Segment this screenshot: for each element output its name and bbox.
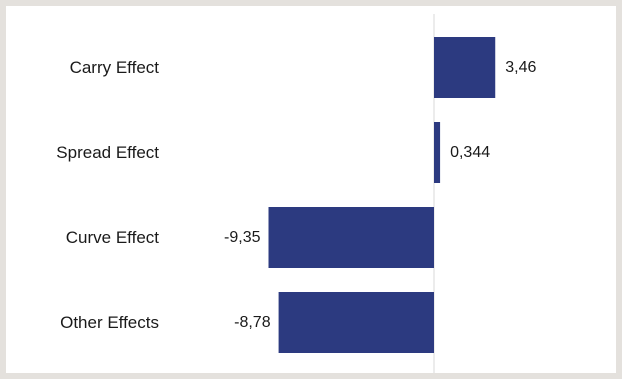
value-label: 3,46 <box>505 59 536 76</box>
category-label: Other Effects <box>60 313 159 332</box>
bar-spread-effect <box>434 122 441 183</box>
category-label: Curve Effect <box>66 228 160 247</box>
category-label: Spread Effect <box>56 143 159 162</box>
category-labels-group: Carry Effect Spread Effect Curve Effect Oth… <box>56 58 159 332</box>
bar-carry-effect <box>434 37 496 98</box>
chart-frame: Carry Effect Spread Effect Curve Effect Oth… <box>6 6 616 373</box>
bar-other-effects <box>278 292 434 353</box>
bars-group <box>268 37 496 353</box>
value-label: -8,78 <box>234 314 271 331</box>
category-label: Carry Effect <box>70 58 160 77</box>
bar-chart: Carry Effect Spread Effect Curve Effect Oth… <box>56 14 536 373</box>
value-label: 0,344 <box>450 144 490 161</box>
value-labels-group: 3,46 0,344 -9,35 -8,78 <box>224 59 536 331</box>
value-label: -9,35 <box>224 229 261 246</box>
bar-curve-effect <box>268 207 434 268</box>
